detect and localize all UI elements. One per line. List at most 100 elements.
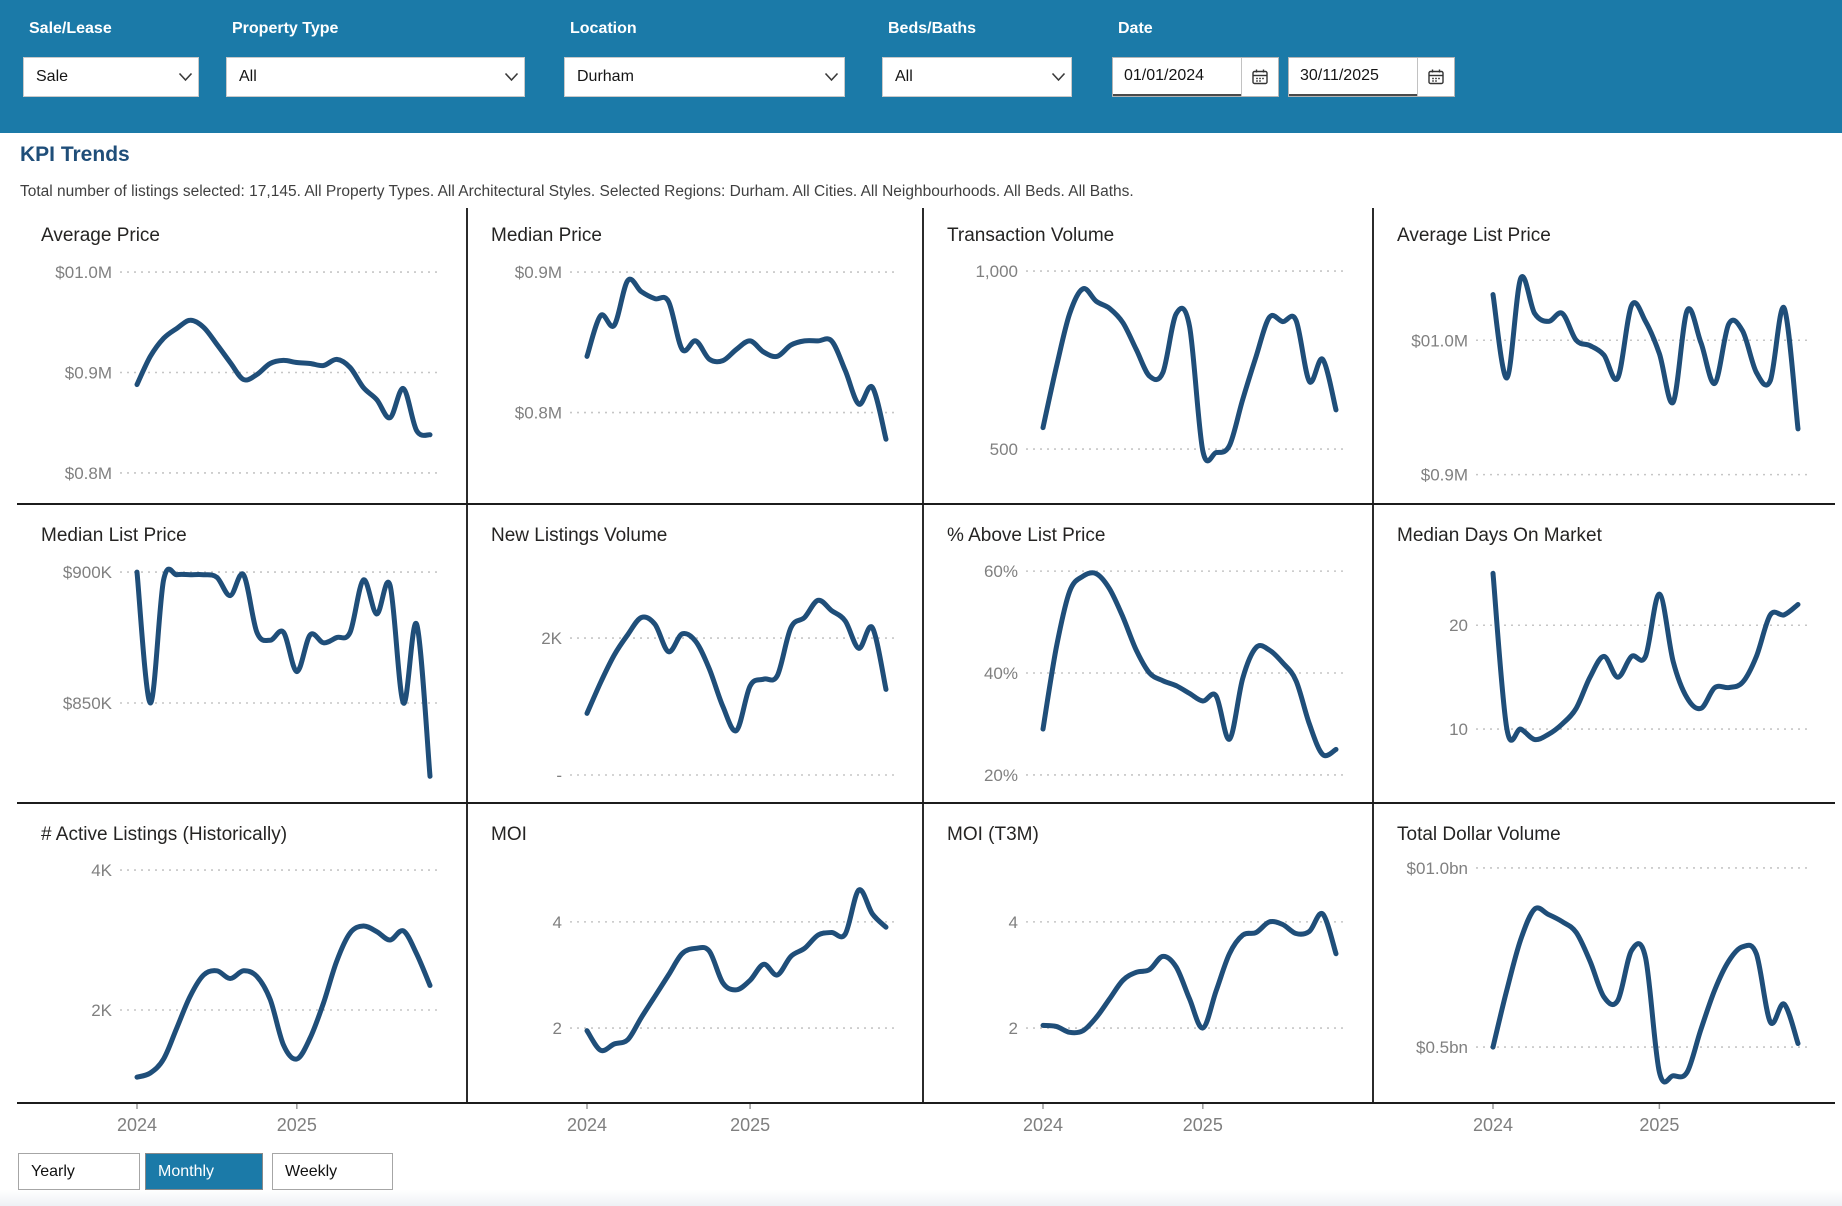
- y-tick-label: $0.8M: [65, 464, 112, 483]
- y-tick-label: $01.0bn: [1407, 859, 1468, 878]
- y-tick-label: $0.8M: [515, 404, 562, 423]
- chart-title: # Active Listings (Historically): [41, 824, 288, 845]
- date-end-field[interactable]: 30/11/2025: [1288, 57, 1455, 97]
- chart-median-price[interactable]: Median Price $0.9M $0.8M: [467, 205, 923, 504]
- row-axis-line: [17, 1102, 1835, 1104]
- y-tick-label: $01.0M: [55, 263, 112, 282]
- y-tick-label: 20%: [984, 766, 1018, 785]
- chart-canvas: 4 2 2024 2025: [553, 887, 896, 1135]
- chart-average-price[interactable]: Average Price $01.0M $0.9M $0.8M: [17, 205, 467, 504]
- chart-canvas: 2K -: [541, 597, 896, 785]
- chart-title: MOI: [491, 824, 527, 845]
- x-tick-label: 2025: [1183, 1115, 1223, 1135]
- calendar-icon[interactable]: [1417, 58, 1454, 96]
- chart-title: % Above List Price: [947, 525, 1106, 546]
- page-title: KPI Trends: [20, 143, 130, 166]
- trend-line: [1490, 905, 1801, 1085]
- chart-canvas: $01.0M $0.9M: [1411, 274, 1808, 485]
- x-tick-label: 2024: [117, 1115, 157, 1135]
- chart-median-days-on-market[interactable]: Median Days On Market 20 10: [1373, 505, 1835, 803]
- chart-active-listings-historically[interactable]: # Active Listings (Historically) 4K 2K 2024…: [17, 804, 467, 1143]
- trend-line: [1040, 570, 1339, 759]
- grid-separator-vertical: [466, 208, 468, 1103]
- y-tick-label: 4: [1009, 913, 1018, 932]
- chart-canvas: $01.0M $0.9M $0.8M: [55, 263, 440, 483]
- chart-title: Median List Price: [41, 525, 187, 546]
- x-tick-label: 2024: [1023, 1115, 1063, 1135]
- grid-separator-vertical: [922, 208, 924, 1103]
- chart-median-list-price[interactable]: Median List Price $900K $850K: [17, 505, 467, 803]
- location-value: Durham: [577, 68, 634, 85]
- trend-line: [584, 597, 889, 734]
- chart-title: Average Price: [41, 225, 160, 246]
- x-tick-label: 2024: [567, 1115, 607, 1135]
- trend-line: [584, 887, 889, 1054]
- sale-lease-label: Sale/Lease: [29, 20, 112, 37]
- trend-line: [1040, 286, 1339, 464]
- chart-canvas: 1,000 500: [975, 262, 1346, 464]
- chart-title: Average List Price: [1397, 225, 1551, 246]
- chart-new-listings-volume[interactable]: New Listings Volume 2K -: [467, 505, 923, 803]
- chevron-down-icon: [818, 72, 844, 82]
- y-tick-label: 4: [553, 913, 562, 932]
- beds-baths-value: All: [895, 68, 913, 85]
- y-tick-label: 2: [1009, 1019, 1018, 1038]
- row-axis-line: [17, 503, 1835, 505]
- y-tick-label: 2K: [541, 629, 562, 648]
- y-tick-label: $0.9M: [515, 263, 562, 282]
- trend-line: [1040, 910, 1339, 1036]
- chart-title: MOI (T3M): [947, 824, 1039, 845]
- y-tick-label: $0.5bn: [1416, 1038, 1468, 1057]
- beds-baths-dropdown[interactable]: All: [882, 57, 1072, 97]
- chart-moi-t3m[interactable]: MOI (T3M) 4 2 2024 2025: [923, 804, 1373, 1143]
- chart-transaction-volume[interactable]: Transaction Volume 1,000 500: [923, 205, 1373, 504]
- property-type-value: All: [239, 68, 257, 85]
- chart-pct-above-list-price[interactable]: % Above List Price 60% 40% 20%: [923, 505, 1373, 803]
- chart-title: Transaction Volume: [947, 225, 1115, 246]
- y-tick-label: 500: [990, 440, 1018, 459]
- chart-average-list-price[interactable]: Average List Price $01.0M $0.9M: [1373, 205, 1835, 504]
- y-tick-label: $0.9M: [65, 364, 112, 383]
- monthly-button[interactable]: Monthly: [145, 1153, 263, 1190]
- trend-line: [134, 566, 433, 779]
- date-label: Date: [1118, 20, 1153, 37]
- footer-strip: [0, 1190, 1842, 1206]
- chart-canvas: $0.9M $0.8M: [515, 263, 896, 442]
- y-tick-label: $0.9M: [1421, 466, 1468, 485]
- location-dropdown[interactable]: Durham: [564, 57, 845, 97]
- y-tick-label: 40%: [984, 664, 1018, 683]
- location-label: Location: [570, 20, 637, 37]
- date-start-input[interactable]: 01/01/2024: [1113, 58, 1241, 96]
- trend-line: [134, 923, 433, 1080]
- chart-canvas: $900K $850K: [63, 563, 440, 779]
- y-tick-label: 1,000: [975, 262, 1018, 281]
- sale-lease-dropdown[interactable]: Sale: [23, 57, 199, 97]
- y-tick-label: 20: [1449, 616, 1468, 635]
- chart-total-dollar-volume[interactable]: Total Dollar Volume $01.0bn $0.5bn 2024 2025: [1373, 804, 1835, 1143]
- chevron-down-icon: [498, 72, 524, 82]
- y-tick-label: 4K: [91, 861, 112, 880]
- y-tick-label: 2: [553, 1019, 562, 1038]
- property-type-dropdown[interactable]: All: [226, 57, 525, 97]
- chart-canvas: 4K 2K 2024 2025: [91, 861, 440, 1135]
- trend-line: [1490, 570, 1801, 743]
- chart-title: Median Price: [491, 225, 602, 246]
- x-tick-label: 2024: [1473, 1115, 1513, 1135]
- weekly-button[interactable]: Weekly: [272, 1153, 393, 1190]
- date-end-input[interactable]: 30/11/2025: [1289, 58, 1417, 96]
- y-tick-label: $850K: [63, 694, 113, 713]
- chart-moi[interactable]: MOI 4 2 2024 2025: [467, 804, 923, 1143]
- calendar-icon[interactable]: [1241, 58, 1278, 96]
- date-start-field[interactable]: 01/01/2024: [1112, 57, 1279, 97]
- property-type-label: Property Type: [232, 20, 339, 37]
- chart-canvas: 4 2 2024 2025: [1009, 910, 1346, 1135]
- chevron-down-icon: [172, 72, 198, 82]
- yearly-button[interactable]: Yearly: [18, 1153, 140, 1190]
- beds-baths-label: Beds/Baths: [888, 20, 977, 37]
- trend-line: [584, 276, 889, 442]
- trend-line: [1490, 274, 1801, 432]
- chart-title: Total Dollar Volume: [1397, 824, 1561, 845]
- x-tick-label: 2025: [1639, 1115, 1679, 1135]
